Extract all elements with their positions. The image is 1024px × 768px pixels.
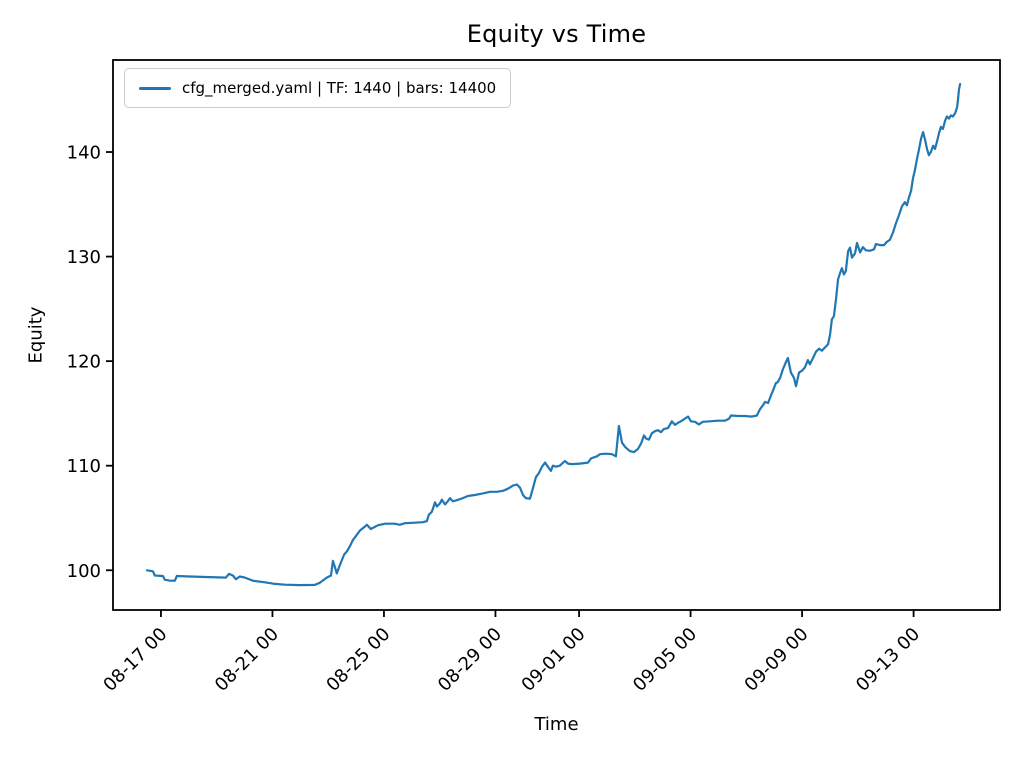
x-tick-label: 09-13 00: [852, 624, 924, 696]
y-tick-label: 140: [67, 143, 101, 164]
x-tick-label: 09-01 00: [518, 624, 590, 696]
x-tick-label: 08-21 00: [211, 624, 283, 696]
legend-line-sample: [139, 86, 171, 90]
y-tick-label: 130: [67, 247, 101, 268]
y-tick-label: 120: [67, 352, 101, 373]
x-axis-label: Time: [534, 714, 579, 735]
x-tick-label: 08-17 00: [99, 624, 171, 696]
y-axis-label: Equity: [25, 306, 47, 364]
y-tick-label: 100: [67, 561, 101, 582]
x-tick-label: 08-25 00: [322, 624, 394, 696]
y-tick-label: 110: [67, 456, 101, 477]
legend-label: cfg_merged.yaml | TF: 1440 | bars: 14400: [182, 79, 497, 97]
equity-line: [145, 82, 962, 587]
x-tick-label: 09-09 00: [741, 624, 813, 696]
chart-title: Equity vs Time: [466, 20, 647, 48]
x-tick-label: 08-29 00: [434, 624, 506, 696]
x-tick-label: 09-05 00: [629, 624, 701, 696]
legend: cfg_merged.yaml | TF: 1440 | bars: 14400: [124, 68, 512, 108]
axes-frame: [112, 59, 1001, 611]
